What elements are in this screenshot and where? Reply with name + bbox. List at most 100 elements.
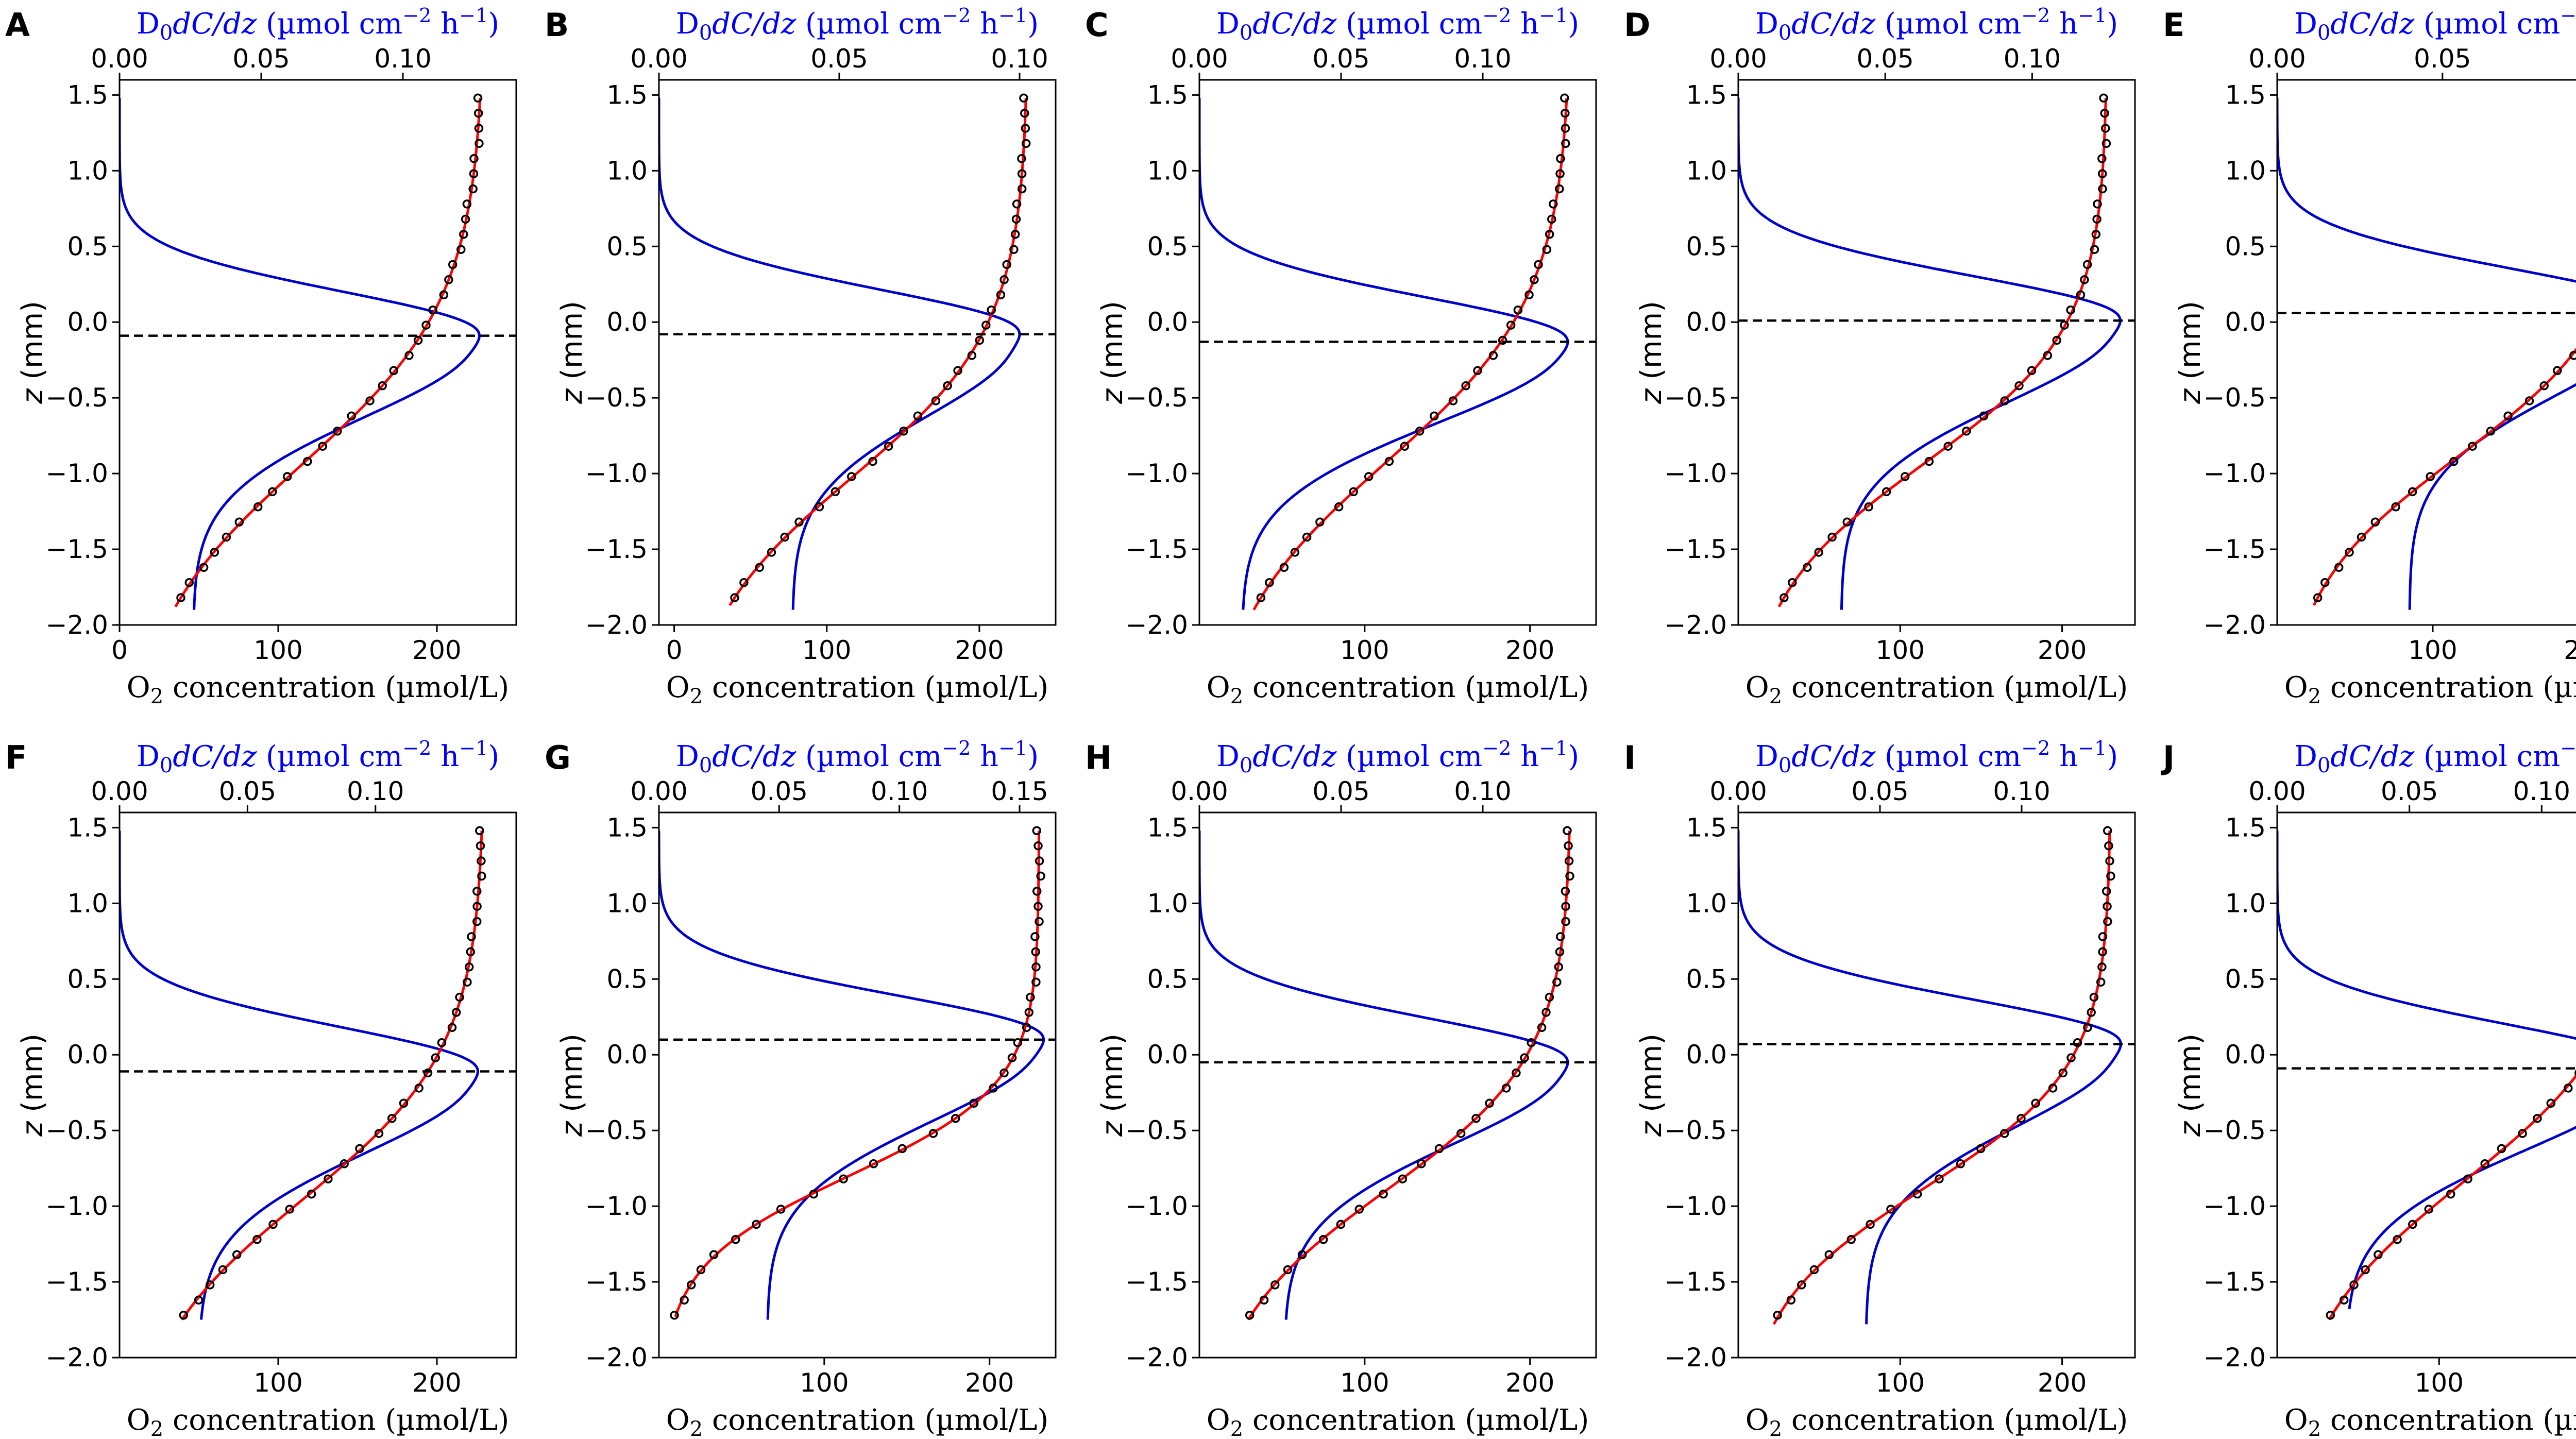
y-tick-label: 0.5: [67, 964, 108, 994]
x-tick-label: 200: [2564, 635, 2576, 665]
y-tick-label: 0.0: [606, 307, 648, 337]
data-point: [884, 442, 893, 451]
y-tick-label: −1.0: [46, 459, 108, 488]
data-point: [2539, 381, 2549, 391]
x-tick-label: 100: [1340, 1368, 1389, 1398]
data-point: [1026, 992, 1035, 1002]
data-point: [1030, 932, 1040, 941]
data-point: [467, 932, 476, 941]
data-point: [731, 1235, 740, 1244]
data-point: [2048, 1084, 2058, 1093]
data-point: [680, 1295, 689, 1305]
data-point: [1013, 1038, 1023, 1047]
data-point: [184, 578, 194, 587]
y-tick-label: −1.0: [585, 459, 648, 488]
x-tick-label: 100: [253, 1368, 302, 1398]
data-point: [268, 487, 277, 497]
data-point: [1935, 1174, 1944, 1183]
y-tick-label: 1.0: [1147, 156, 1188, 185]
data-point: [1842, 517, 1852, 527]
data-point: [1555, 169, 1565, 178]
x-tick-label: 200: [2038, 635, 2087, 665]
y-tick-label: 0.5: [1686, 964, 1727, 994]
data-point: [1561, 124, 1570, 133]
data-point: [439, 290, 449, 300]
data-point: [1555, 947, 1565, 957]
flux-curve: [659, 831, 1045, 1320]
y-tick-label: 1.5: [2225, 812, 2266, 842]
data-point: [1011, 214, 1021, 224]
data-point: [1814, 548, 1823, 557]
data-point: [2320, 578, 2330, 587]
data-point: [1797, 1280, 1806, 1290]
y-tick-label: 1.5: [606, 80, 648, 110]
data-point: [2480, 1159, 2489, 1169]
data-point: [468, 184, 478, 194]
y-tick-label: 1.5: [1147, 812, 1188, 842]
y-tick-label: 1.5: [67, 80, 108, 110]
top-tick-label: 0.00: [91, 44, 148, 74]
data-point: [1259, 1295, 1269, 1305]
top-tick-label: 0.10: [2004, 44, 2061, 74]
panel-G: G 1.5 1.0 0.5 0.0 −0.5 −1.0 −1.5 −2.0 100 200 0.00 0…: [545, 737, 1057, 1439]
data-point: [755, 563, 765, 572]
flux-curve: [1199, 98, 1569, 610]
top-axis-label: D0dC/dz (µmol cm−2 h−1): [1216, 737, 1579, 777]
data-point: [1297, 1250, 1307, 1259]
y-tick-label: 1.0: [606, 156, 648, 185]
measured-points: [1780, 93, 2111, 602]
data-point: [448, 260, 457, 269]
data-point: [1999, 1129, 2009, 1138]
y-tick-label: 1.0: [2225, 156, 2266, 185]
data-point: [1827, 532, 1837, 542]
panel-I: I 1.5 1.0 0.5 0.0 −0.5 −1.0 −1.5 −2.0 100 200 0.00 0…: [1624, 737, 2136, 1439]
x-tick-label: 0: [666, 635, 683, 665]
top-axis-label: D0dC/dz (µmol cm−2 h−1): [2294, 737, 2576, 777]
data-point: [194, 1295, 204, 1305]
y-tick-label: 0.0: [1686, 1040, 1727, 1070]
top-axis-label: D0dC/dz (µmol cm−2 h−1): [137, 4, 499, 45]
data-point: [1033, 841, 1043, 851]
top-tick-label: 0.05: [2381, 776, 2438, 806]
axes-frame: [118, 79, 517, 626]
data-point: [428, 305, 438, 315]
y-tick-label: −1.5: [1126, 1267, 1188, 1297]
data-point: [1882, 487, 1891, 497]
data-point: [332, 427, 342, 436]
data-point: [1545, 230, 1554, 239]
data-point: [1498, 335, 1507, 345]
top-tick-label: 0.15: [991, 776, 1048, 806]
data-point: [451, 1008, 461, 1017]
data-point: [2058, 1068, 2067, 1078]
data-point: [1384, 456, 1394, 466]
y-axis-label: z (mm): [16, 301, 49, 404]
y-tick-label: −1.5: [585, 1267, 648, 1297]
x-axis-label: O2 concentration (µmol/L): [127, 1403, 509, 1439]
data-point: [1430, 411, 1439, 421]
x-axis-label: O2 concentration (µmol/L): [1207, 671, 1589, 708]
data-point: [2066, 1053, 2076, 1062]
data-point: [1364, 472, 1374, 481]
top-tick-label: 0.00: [2248, 776, 2306, 806]
data-point: [1563, 826, 1572, 836]
data-point: [1031, 947, 1040, 957]
data-point: [365, 396, 375, 405]
data-point: [1334, 502, 1344, 512]
top-tick-label: 0.05: [219, 776, 276, 806]
data-point: [1786, 1295, 1796, 1305]
y-tick-label: 0.5: [2225, 231, 2266, 261]
flux-curve: [2277, 98, 2576, 610]
y-tick-label: 0.5: [1147, 231, 1188, 261]
flux-curve: [120, 98, 481, 610]
data-point: [996, 290, 1006, 300]
y-tick-label: 1.0: [1147, 888, 1188, 918]
data-point: [199, 563, 209, 572]
y-axis-label: z (mm): [555, 301, 589, 404]
data-point: [1780, 593, 1789, 602]
y-tick-label: 1.5: [2225, 80, 2266, 110]
x-tick-label: 0: [111, 635, 128, 665]
y-tick-label: −1.5: [585, 534, 648, 564]
y-tick-label: 0.5: [1147, 964, 1188, 994]
data-point: [404, 351, 414, 360]
data-point: [1032, 826, 1042, 836]
